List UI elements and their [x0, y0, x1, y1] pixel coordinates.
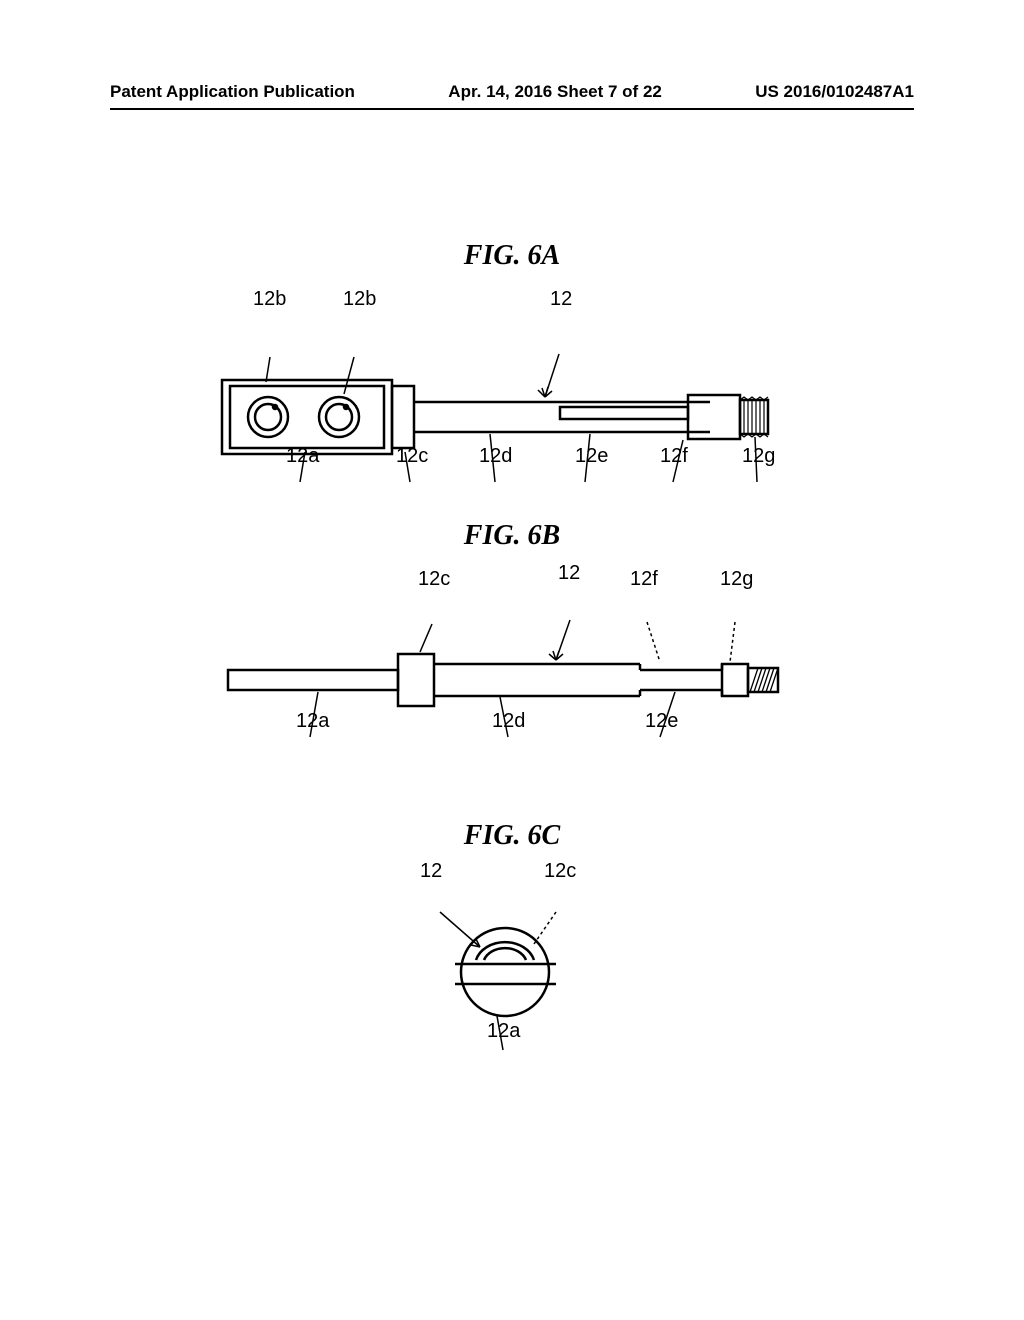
fig6a-label-12a: 12a	[286, 445, 319, 468]
figure-6b: FIG. 6B	[0, 520, 1024, 760]
fig6b-label-12e: 12e	[645, 710, 678, 733]
fig6b-label-12f: 12f	[630, 568, 658, 591]
fig6a-label-12: 12	[550, 288, 572, 311]
header-pub: Patent Application Publication	[110, 82, 355, 102]
header-rule	[110, 108, 914, 110]
fig6a-label-12b-1: 12b	[253, 288, 286, 311]
fig6b-label-12g: 12g	[720, 568, 753, 591]
page-header: Patent Application Publication Apr. 14, …	[0, 82, 1024, 102]
fig6b-label-12a: 12a	[296, 710, 329, 733]
fig6a-label-12g: 12g	[742, 445, 775, 468]
fig6b-label-12d: 12d	[492, 710, 525, 733]
fig6a-label-12d: 12d	[479, 445, 512, 468]
figure-6c: FIG. 6C 12 12c 12a	[0, 820, 1024, 1050]
fig6c-title: FIG. 6C	[0, 820, 1024, 852]
fig6a-label-12f: 12f	[660, 445, 688, 468]
fig6c-label-12c: 12c	[544, 860, 576, 883]
fig6b-label-12: 12	[558, 562, 580, 585]
fig6a-label-12b-2: 12b	[343, 288, 376, 311]
fig6b-drawing	[0, 552, 1024, 772]
header-date-sheet: Apr. 14, 2016 Sheet 7 of 22	[448, 82, 662, 102]
fig6a-label-12e: 12e	[575, 445, 608, 468]
fig6b-label-12c: 12c	[418, 568, 450, 591]
header-pubnum: US 2016/0102487A1	[755, 82, 914, 102]
fig6a-title: FIG. 6A	[0, 240, 1024, 272]
fig6c-label-12a: 12a	[487, 1020, 520, 1043]
fig6b-title: FIG. 6B	[0, 520, 1024, 552]
figure-6a: FIG. 6A	[0, 240, 1024, 500]
fig6a-drawing	[0, 282, 1024, 522]
fig6c-label-12: 12	[420, 860, 442, 883]
fig6a-label-12c: 12c	[396, 445, 428, 468]
